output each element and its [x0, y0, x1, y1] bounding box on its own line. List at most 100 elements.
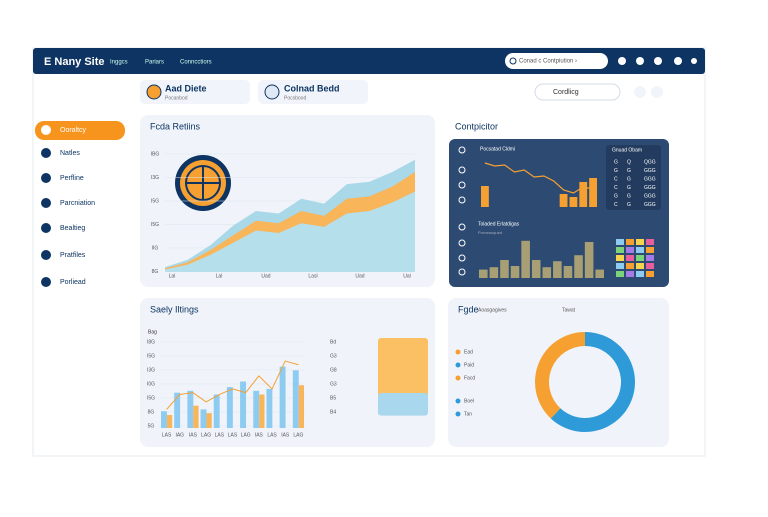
table-cell: C: [614, 176, 618, 182]
table-cell: C: [614, 185, 618, 191]
y-tick-label: IBG: [151, 151, 160, 157]
card[interactable]: [258, 80, 368, 104]
y-tick-label: I5G: [147, 395, 155, 401]
x-tick-label: Lasl: [308, 273, 317, 279]
icon[interactable]: [634, 86, 646, 98]
emblem: [186, 166, 220, 200]
icon: [458, 146, 466, 154]
table-cell: G: [614, 168, 618, 174]
y-tick-label: IIG: [152, 245, 159, 251]
swatch: [616, 271, 624, 277]
bar: [579, 182, 588, 207]
bar: [193, 405, 199, 428]
filter-text: Cordlicg: [553, 89, 579, 96]
card-title: Aad Diete: [165, 83, 207, 93]
swatch: [636, 255, 644, 261]
swatch: [626, 247, 634, 253]
sidebar-icon: [41, 250, 51, 260]
sidebar-icon: [41, 198, 51, 208]
swatch: [616, 239, 624, 245]
sidebar-active[interactable]: [35, 121, 125, 140]
y-tick-label: B5: [330, 395, 336, 401]
x-tick-label: LAS: [267, 432, 277, 438]
search-box[interactable]: [505, 53, 608, 69]
sidebar-item[interactable]: Parcniation: [60, 200, 95, 207]
bar: [166, 414, 173, 428]
sidebar-item[interactable]: Natles: [60, 150, 80, 157]
chart-title: Pocsatad Cldmi: [480, 146, 515, 152]
x-tick-label: Ual: [403, 273, 411, 279]
swatch: [646, 239, 654, 245]
sidebar-item[interactable]: Perfline: [60, 175, 84, 182]
chart-sub: Poroeaoqued: [478, 230, 502, 235]
bar: [481, 186, 489, 207]
bar: [292, 370, 299, 428]
legend-item: Ead: [464, 349, 473, 355]
sidebar-item[interactable]: Ooraltcy: [60, 127, 87, 134]
swatch: [616, 247, 624, 253]
swatch: [646, 247, 654, 253]
icon: [458, 166, 466, 174]
panel-title: Fcda Retiins: [150, 121, 201, 131]
filter[interactable]: [534, 83, 621, 101]
legend-item: Boel: [464, 398, 474, 404]
table-title: Gnuad Obam: [612, 147, 642, 153]
swatch: [626, 255, 634, 261]
panel: [448, 298, 669, 447]
line: [166, 360, 299, 410]
sidebar-item[interactable]: Porliead: [60, 279, 86, 286]
y-tick-label: I3G: [151, 175, 159, 181]
card-sub: Pocanbod: [165, 95, 188, 101]
side-bar: [378, 393, 428, 416]
table-cell: GGG: [644, 193, 656, 199]
x-tick-label: LAG: [293, 432, 303, 438]
y-tick-label: G3: [330, 353, 337, 359]
card-icon: [264, 84, 280, 100]
search-icon: [509, 57, 517, 65]
bar: [500, 260, 509, 278]
side-bar: [378, 338, 428, 402]
icon[interactable]: [651, 86, 663, 98]
bar: [253, 390, 260, 428]
legend-item: Paid: [464, 362, 474, 368]
table-cell: G: [627, 168, 631, 174]
nav-link[interactable]: Pariars: [145, 60, 164, 66]
table-cell: G: [627, 202, 631, 208]
sidebar-item[interactable]: Pratfiles: [60, 252, 86, 259]
sidebar-item[interactable]: Bealtieg: [60, 225, 85, 232]
y-tick-label: 5G: [148, 423, 155, 429]
bar: [240, 381, 247, 428]
legend-dot: [455, 349, 461, 355]
nav-link[interactable]: Conncctiors: [180, 60, 212, 66]
bar: [298, 385, 305, 428]
x-tick-label: IAG: [175, 432, 184, 438]
table-bg: [606, 145, 661, 210]
y-tick-label: I3G: [147, 367, 155, 373]
bar: [161, 411, 167, 428]
swatch: [646, 263, 654, 269]
bar: [489, 267, 499, 278]
x-tick-label: IAS: [255, 432, 264, 438]
swatch: [636, 271, 644, 277]
nav-link[interactable]: Inggcs: [110, 60, 128, 66]
swatch: [626, 239, 634, 245]
card[interactable]: [140, 80, 250, 104]
legend-sub: Tawat: [562, 307, 576, 313]
y-tick-label: I0G: [147, 381, 155, 387]
swatch: [636, 263, 644, 269]
x-tick-label: LAG: [201, 432, 211, 438]
icon: [458, 181, 466, 189]
legend-dot: [455, 411, 461, 417]
bar: [200, 409, 207, 428]
bar: [553, 261, 562, 278]
sidebar-icon: [41, 223, 51, 233]
search-text: Conad c Contpiution ›: [519, 59, 577, 65]
y-tick-label: I5G: [151, 198, 159, 204]
icon: [458, 239, 466, 247]
table-cell: GGG: [644, 185, 656, 191]
card-title: Colnad Bedd: [284, 83, 340, 93]
bar: [569, 197, 578, 207]
x-tick-label: LAS: [228, 432, 238, 438]
x-tick-label: Lal: [169, 273, 176, 279]
